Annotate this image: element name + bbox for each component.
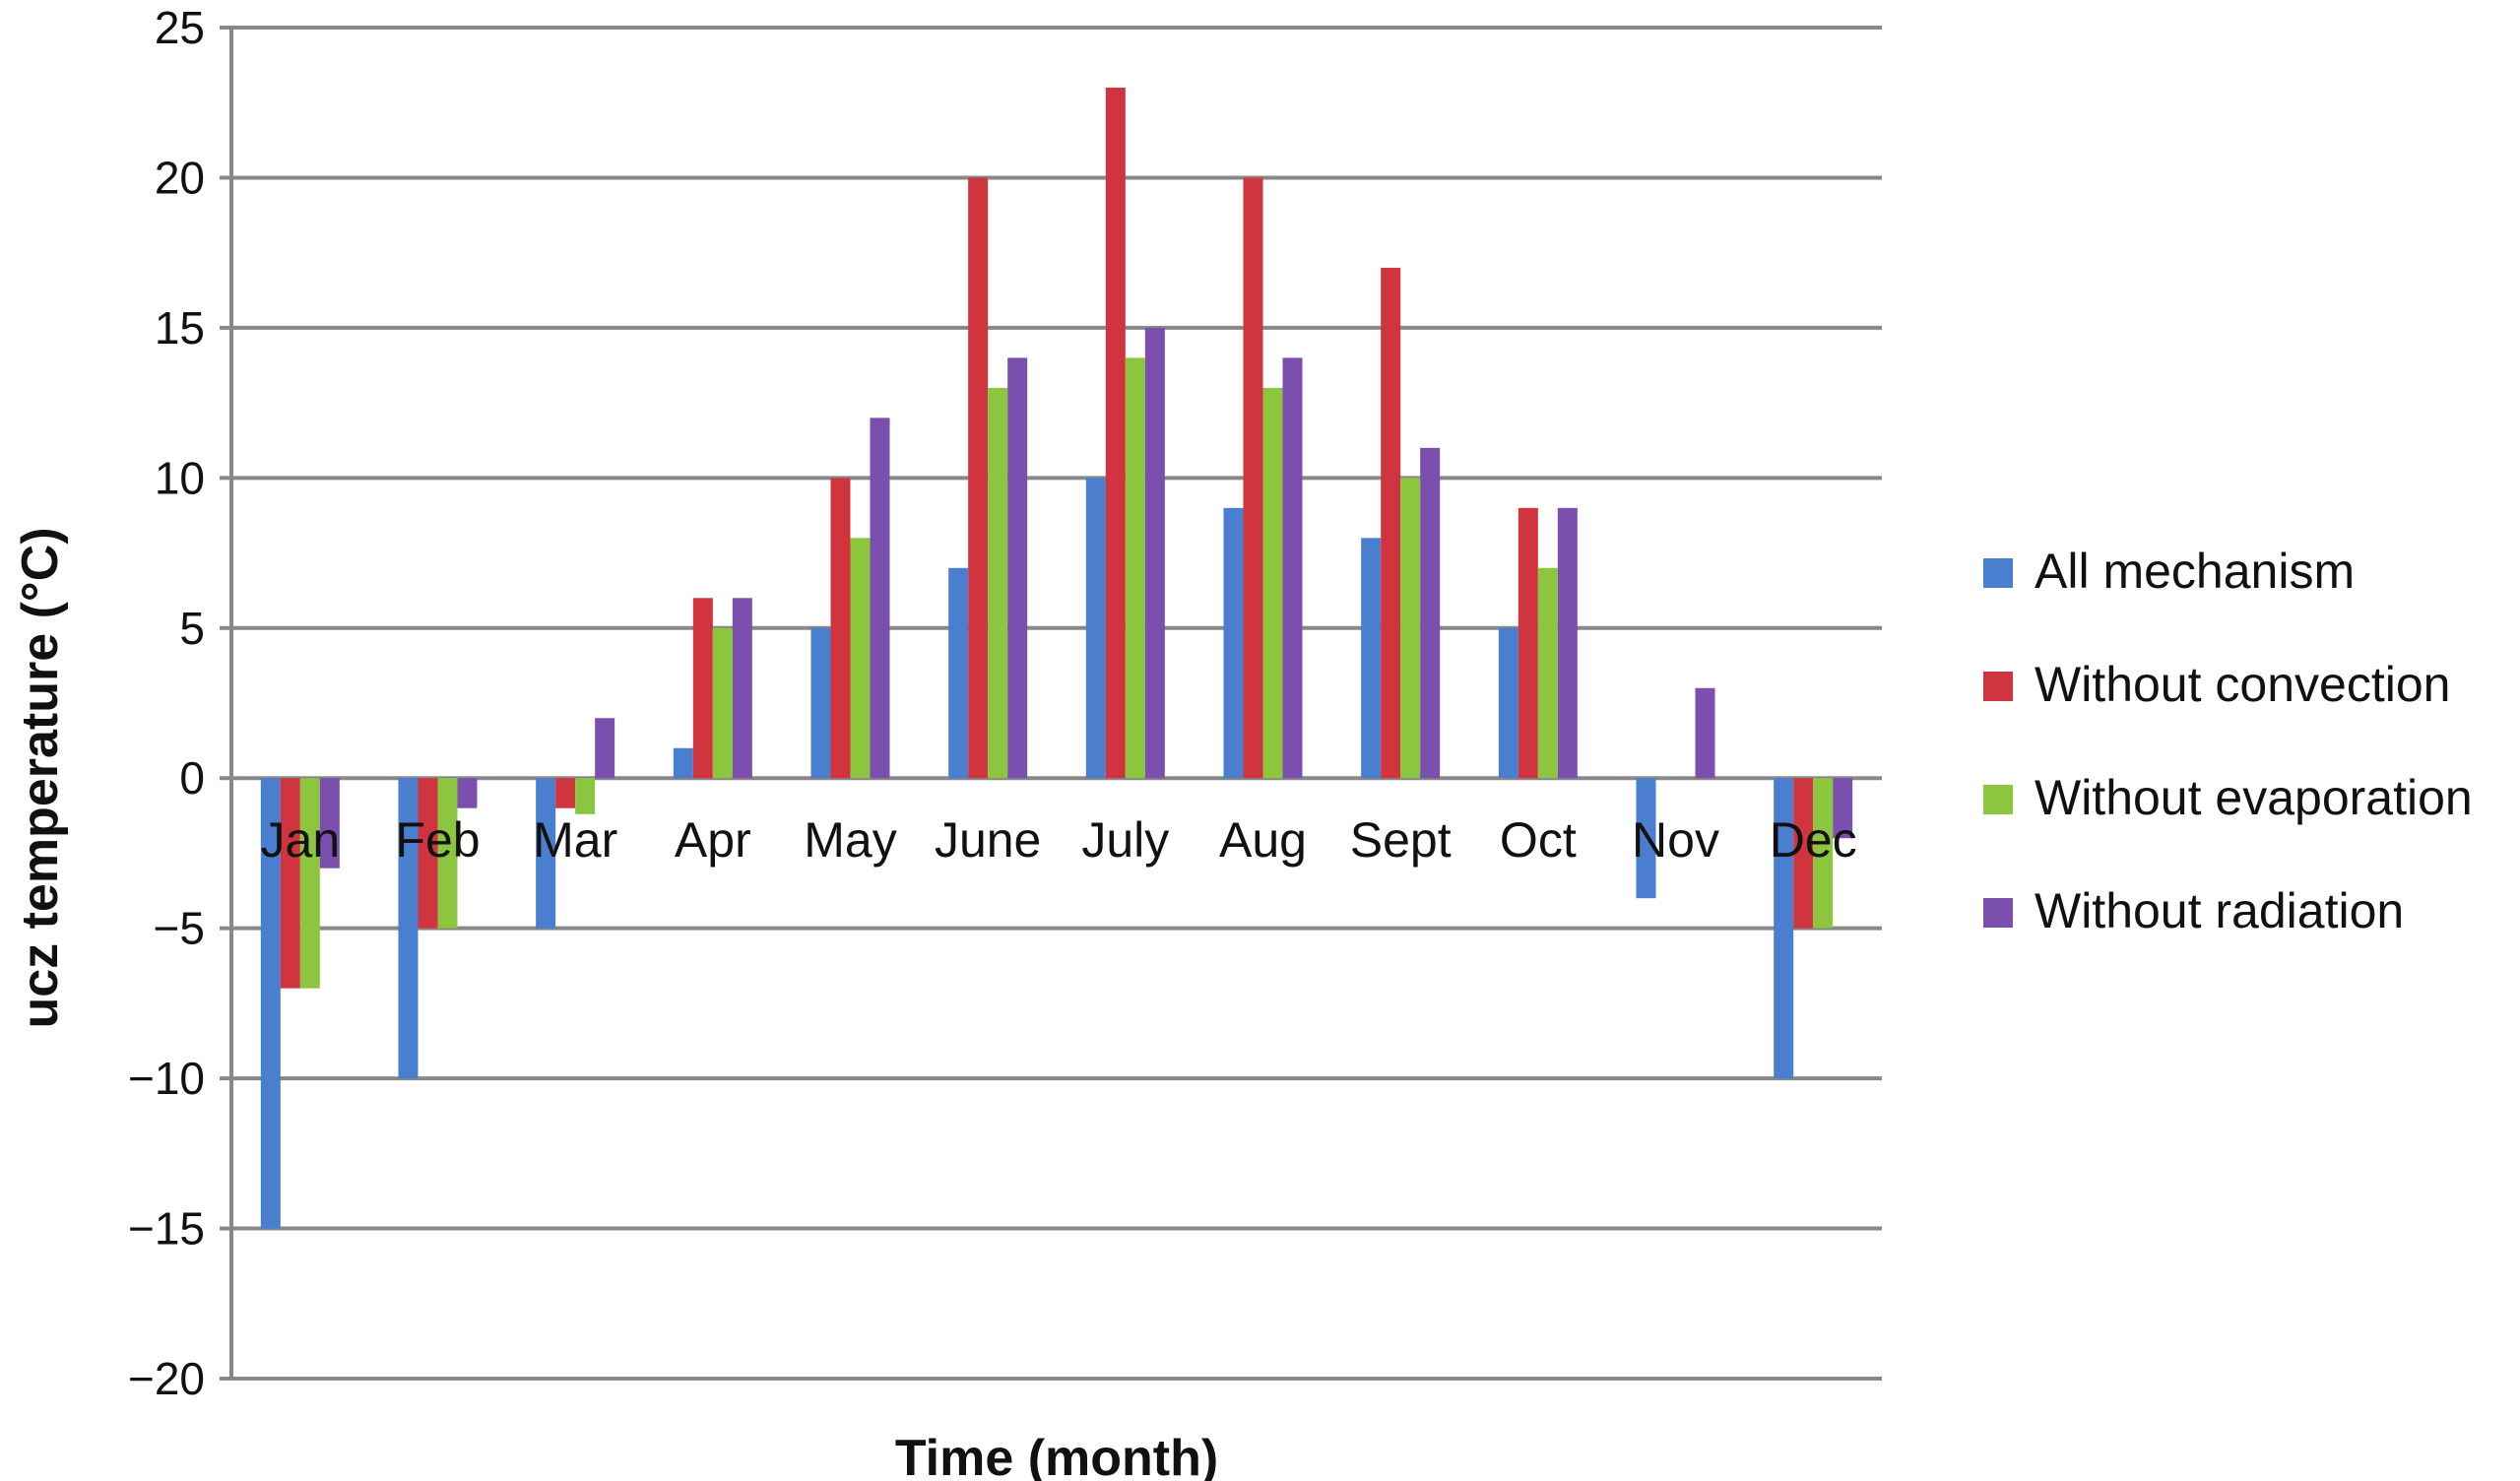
bar-apr-3 — [732, 598, 752, 779]
legend-swatch — [1983, 672, 2013, 701]
legend-item: Without evaporation — [1983, 770, 2473, 825]
bar-oct-1 — [1518, 507, 1538, 779]
bar-july-1 — [1105, 87, 1126, 779]
x-axis-title: Time (month) — [895, 1430, 1218, 1481]
x-tick-label: Jan — [261, 812, 341, 868]
bar-may-0 — [810, 627, 831, 779]
x-tick-label: Aug — [1219, 812, 1307, 868]
bar-june-2 — [988, 387, 1008, 779]
bar-oct-2 — [1537, 567, 1558, 779]
legend-label: All mechanism — [2035, 544, 2355, 599]
gridlines — [220, 26, 1882, 1381]
y-axis-title: ucz temperature (°C) — [12, 527, 69, 1028]
legend: All mechanism Without convection Without e… — [1983, 544, 2473, 938]
x-tick-label: Sept — [1350, 812, 1452, 868]
bar-may-2 — [850, 538, 871, 779]
bar-july-3 — [1144, 327, 1165, 779]
bar-may-1 — [830, 478, 851, 779]
bar-june-1 — [968, 177, 989, 779]
x-tick-label: Oct — [1500, 812, 1577, 868]
bar-apr-1 — [692, 598, 713, 779]
legend-swatch — [1983, 558, 2013, 588]
y-tick-label: 5 — [179, 603, 205, 654]
y-tick-label: 0 — [179, 752, 205, 804]
bar-may-3 — [870, 418, 890, 779]
bar-jan-2 — [299, 778, 320, 989]
y-tick-label: −20 — [128, 1353, 205, 1404]
bar-oct-0 — [1498, 627, 1518, 779]
y-tick-label: −15 — [128, 1203, 205, 1255]
x-tick-label: Dec — [1770, 812, 1857, 868]
bar-mar-2 — [575, 778, 596, 814]
legend-item: All mechanism — [1983, 544, 2355, 599]
legend-item: Without convection — [1983, 657, 2450, 712]
bar-apr-2 — [712, 627, 733, 779]
bar-nov-0 — [1636, 778, 1656, 899]
bar-dec-2 — [1813, 778, 1834, 929]
bar-july-2 — [1125, 357, 1145, 779]
bar-jan-1 — [280, 778, 300, 989]
bar-dec-0 — [1774, 778, 1794, 1079]
bar-sept-3 — [1420, 447, 1441, 779]
bar-jan-0 — [260, 778, 281, 1229]
bar-feb-2 — [437, 778, 458, 929]
x-tick-label: July — [1081, 812, 1169, 868]
bars — [260, 87, 1853, 1229]
bar-feb-3 — [457, 778, 478, 808]
x-tick-label: Mar — [533, 812, 617, 868]
x-tick-labels: Jan Feb Mar Apr May June July Aug Sept Oct Nov Dec — [261, 812, 1857, 868]
bar-sept-2 — [1400, 478, 1421, 779]
bar-oct-3 — [1557, 507, 1578, 779]
legend-label: Without evaporation — [2035, 770, 2473, 825]
bar-sept-0 — [1361, 538, 1382, 779]
x-tick-label: Nov — [1632, 812, 1719, 868]
x-tick-label: Apr — [675, 812, 751, 868]
bar-sept-1 — [1381, 267, 1401, 779]
bar-dec-3 — [1833, 778, 1853, 839]
y-tick-label: −10 — [128, 1053, 205, 1104]
bar-mar-0 — [536, 778, 556, 929]
bar-june-0 — [948, 567, 969, 779]
bar-feb-1 — [418, 778, 438, 929]
x-tick-label: June — [935, 812, 1041, 868]
bar-mar-3 — [595, 718, 615, 779]
bar-dec-1 — [1793, 778, 1814, 929]
bar-aug-0 — [1223, 507, 1244, 779]
y-tick-label: 25 — [155, 2, 205, 53]
legend-swatch — [1983, 785, 2013, 814]
bar-aug-1 — [1243, 177, 1263, 779]
x-tick-label: Feb — [395, 812, 480, 868]
y-tick-label: 20 — [155, 152, 205, 203]
legend-label: Without radiation — [2035, 883, 2404, 938]
bar-mar-1 — [555, 778, 576, 808]
bar-aug-3 — [1282, 357, 1303, 779]
bar-jan-3 — [319, 778, 340, 869]
y-tick-label: 10 — [155, 452, 205, 503]
legend-swatch — [1983, 898, 2013, 928]
x-tick-label: May — [804, 812, 896, 868]
y-tick-label: −5 — [154, 903, 205, 954]
y-tick-label: 15 — [155, 302, 205, 354]
bar-june-3 — [1007, 357, 1028, 779]
y-tick-labels: 25 20 15 10 5 0 −5 −10 −15 −20 — [128, 2, 205, 1404]
bar-nov-3 — [1695, 687, 1715, 779]
bar-apr-0 — [673, 747, 693, 779]
bar-feb-0 — [398, 778, 419, 1079]
legend-item: Without radiation — [1983, 883, 2404, 938]
bar-july-0 — [1085, 478, 1106, 779]
legend-label: Without convection — [2035, 657, 2450, 712]
bar-aug-2 — [1262, 387, 1283, 779]
